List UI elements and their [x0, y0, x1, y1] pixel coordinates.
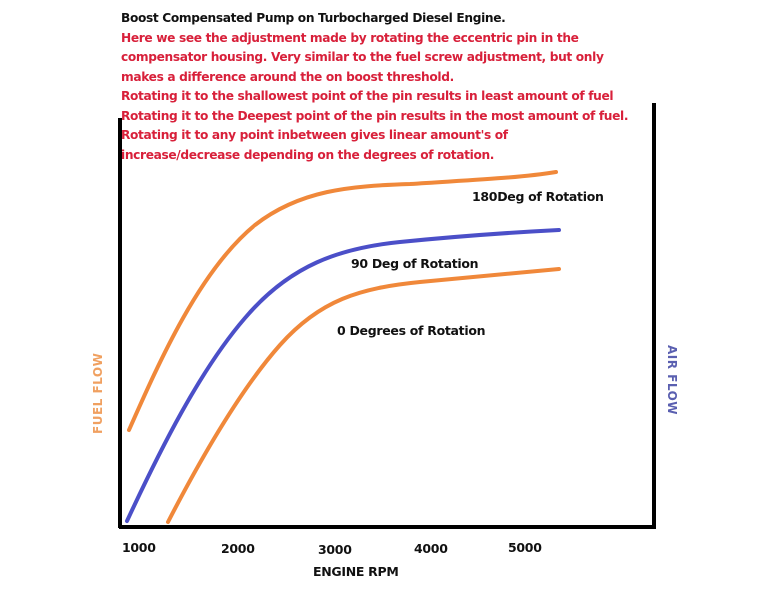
label-90-deg: 90 Deg of Rotation [351, 256, 478, 271]
note-line: Rotating it to the shallowest point of t… [121, 89, 614, 103]
note-line: compensator housing. Very similar to the… [121, 50, 604, 64]
x-axis-title: ENGINE RPM [313, 564, 399, 579]
curve-90-deg [125, 228, 561, 523]
x-tick: 3000 [318, 542, 352, 557]
y-axis-right-title: AIR FLOW [665, 345, 679, 415]
note-line: increase/decrease depending on the degre… [121, 147, 495, 162]
label-180-deg: 180Deg of Rotation [472, 189, 604, 204]
y-axis-left-title: FUEL FLOW [91, 353, 105, 434]
note-line: Rotating it to the Deepest point of the … [121, 108, 629, 123]
note-line: Here we see the adjustment made by rotat… [121, 30, 579, 45]
label-0-deg: 0 Degrees of Rotation [337, 323, 485, 338]
chart-notes: Boost Compensated Pump on Turbocharged D… [121, 9, 681, 165]
x-tick: 2000 [221, 541, 255, 556]
x-tick: 4000 [414, 541, 448, 556]
curve-0-deg [166, 267, 561, 524]
note-line: makes a difference around the on boost t… [121, 69, 454, 84]
x-tick: 5000 [508, 540, 542, 555]
curve-180-deg [127, 170, 558, 432]
chart-title: Boost Compensated Pump on Turbocharged D… [121, 11, 506, 25]
x-tick: 1000 [122, 540, 156, 555]
note-line: Rotating it to any point inbetween gives… [121, 128, 508, 142]
